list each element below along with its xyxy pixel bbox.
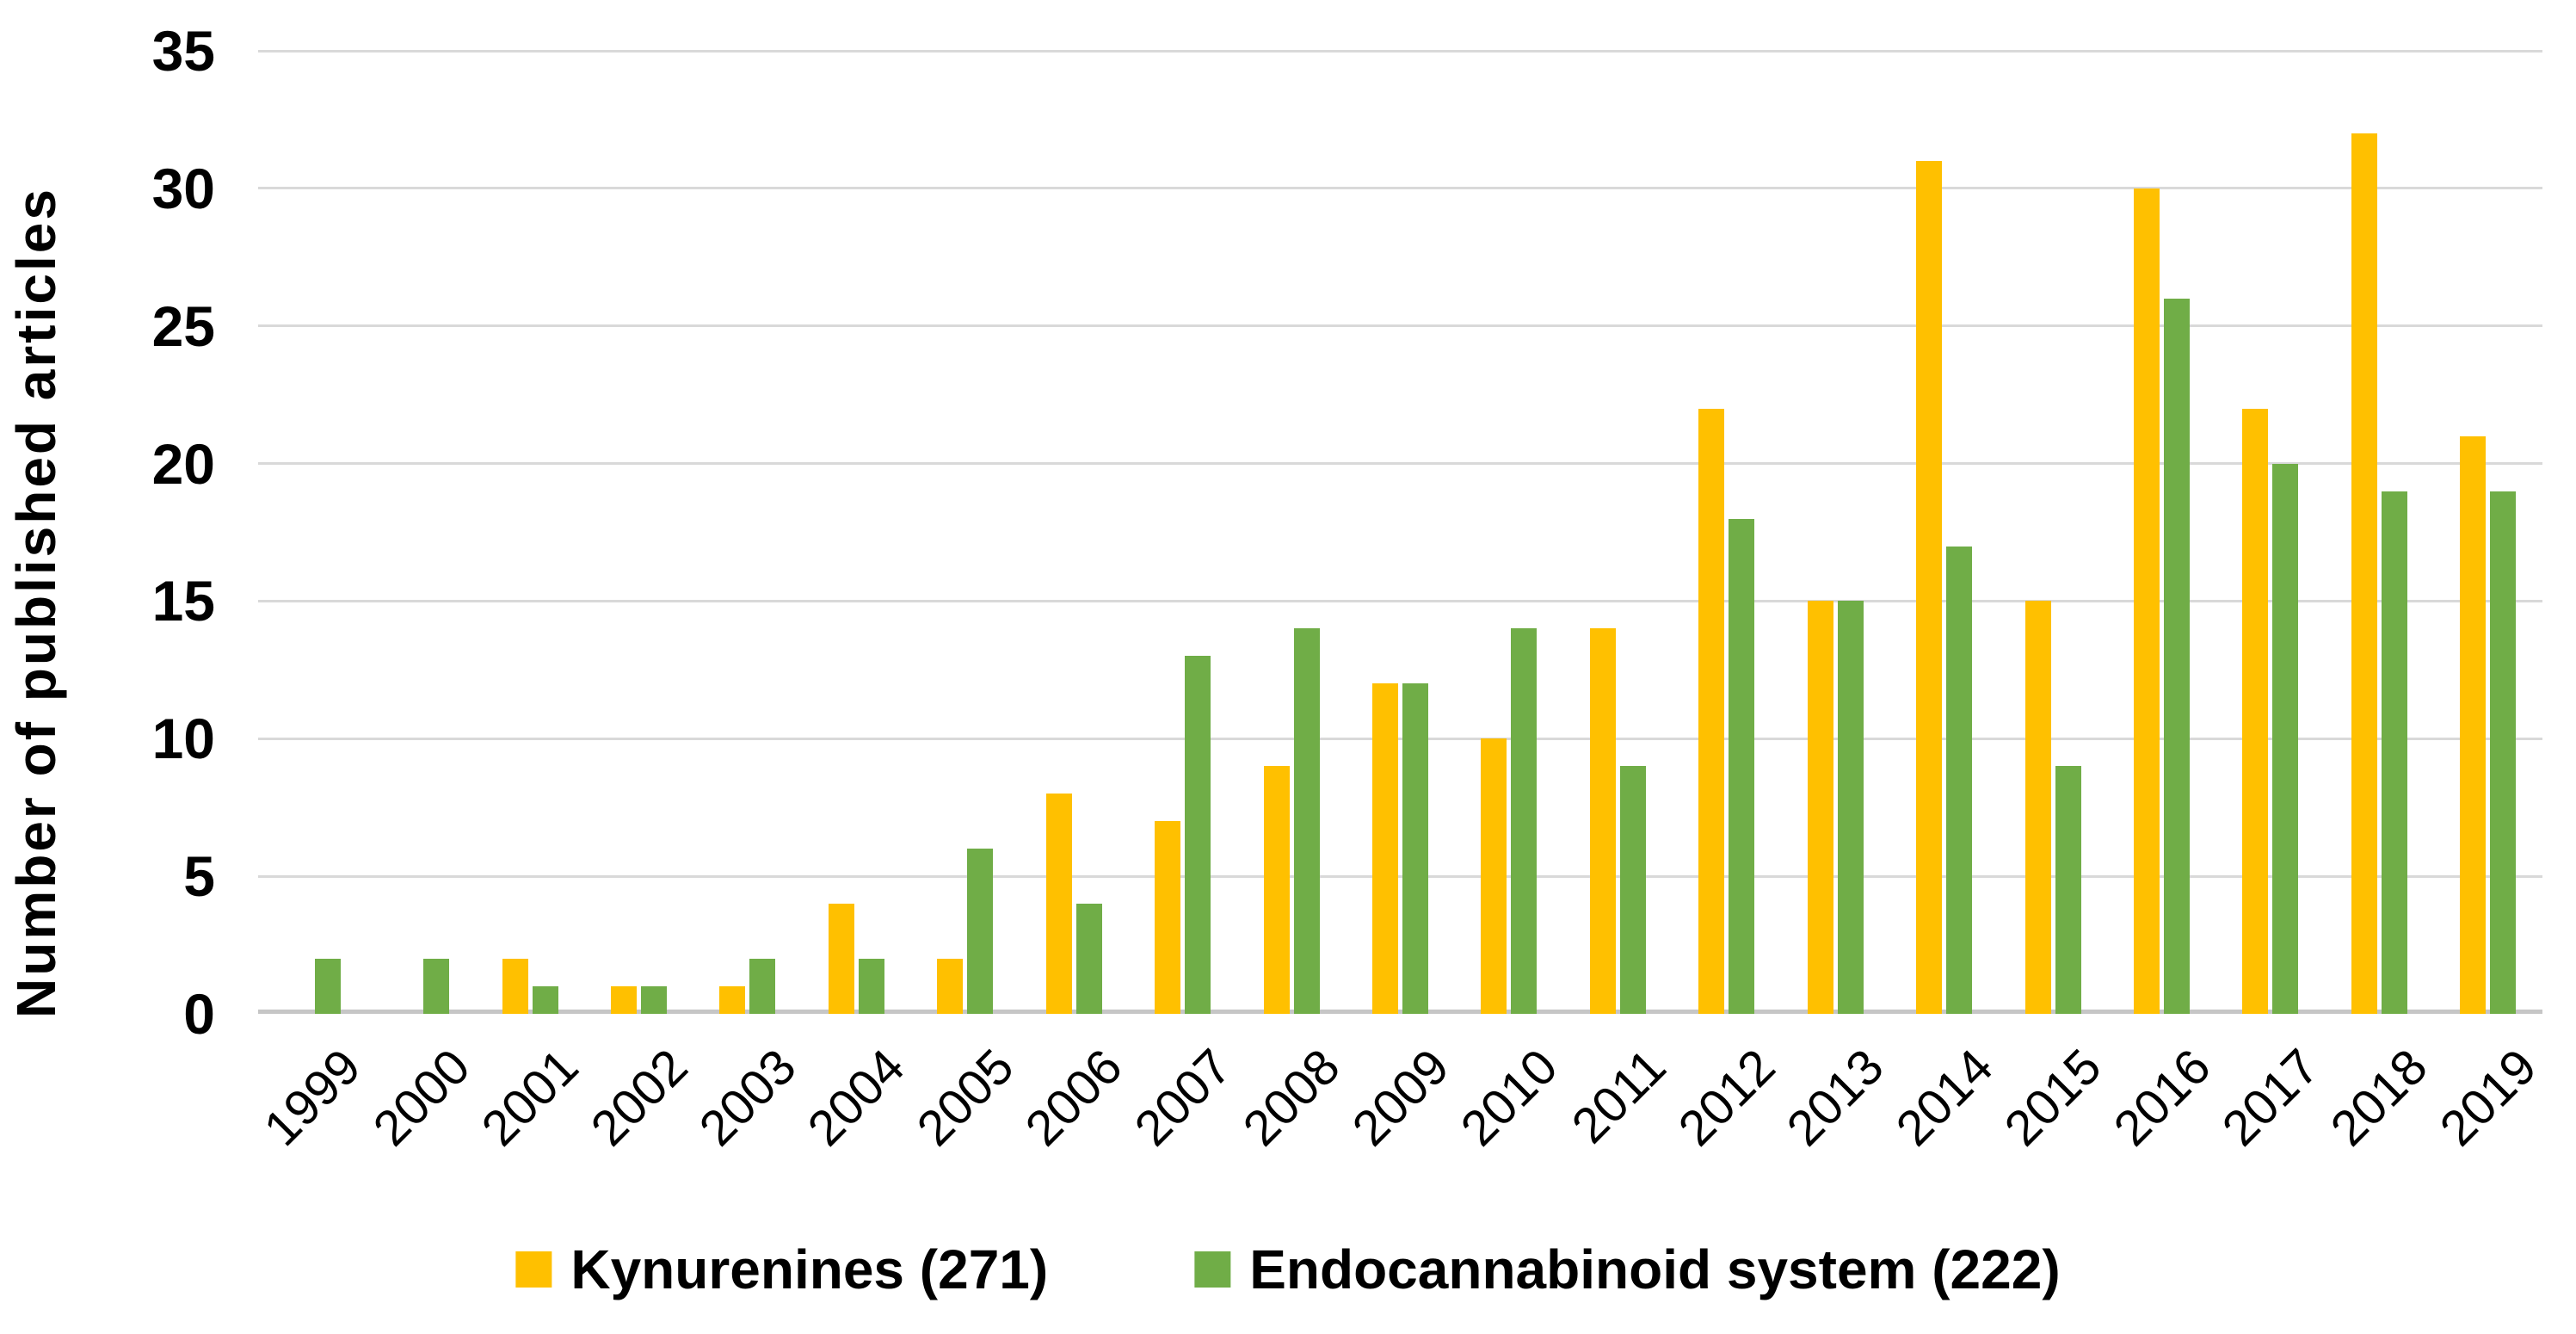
- y-tick-10: 10: [151, 707, 215, 771]
- x-axis-line: [258, 1010, 2542, 1014]
- bar-kynurenines-2001: [502, 959, 528, 1014]
- bar-kynurenines-2011: [1589, 628, 1616, 1014]
- x-label-2018: 2018: [2320, 1038, 2439, 1157]
- gridline-20: [258, 462, 2542, 466]
- gridline-15: [258, 599, 2542, 602]
- legend-swatch-icon: [515, 1251, 552, 1288]
- bar-kynurenines-2004: [828, 904, 854, 1014]
- x-label-2001: 2001: [471, 1038, 589, 1157]
- x-label-2008: 2008: [1232, 1038, 1351, 1157]
- bar-endocannabinoid-2018: [2381, 491, 2407, 1014]
- bar-kynurenines-2013: [1807, 601, 1833, 1014]
- bar-endocannabinoid-1999: [314, 959, 341, 1014]
- plot-area: [258, 49, 2542, 1014]
- bar-kynurenines-2008: [1263, 766, 1290, 1014]
- y-tick-15: 15: [151, 569, 215, 633]
- bar-kynurenines-2003: [719, 986, 746, 1014]
- x-label-2014: 2014: [1885, 1038, 2004, 1157]
- legend-swatch-icon: [1194, 1251, 1231, 1288]
- x-label-2010: 2010: [1450, 1038, 1568, 1157]
- y-tick-25: 25: [151, 293, 215, 358]
- bar-endocannabinoid-2013: [1837, 601, 1864, 1014]
- x-label-2000: 2000: [362, 1038, 481, 1157]
- bar-endocannabinoid-2009: [1402, 683, 1428, 1014]
- gridline-30: [258, 187, 2542, 190]
- bar-endocannabinoid-2017: [2272, 463, 2299, 1014]
- gridline-5: [258, 874, 2542, 878]
- bar-kynurenines-2019: [2460, 435, 2487, 1014]
- x-label-2016: 2016: [2102, 1038, 2222, 1157]
- x-label-2019: 2019: [2429, 1038, 2548, 1157]
- bar-endocannabinoid-2006: [1075, 904, 1102, 1014]
- bar-endocannabinoid-2016: [2164, 298, 2190, 1014]
- x-label-2017: 2017: [2211, 1038, 2330, 1157]
- y-tick-20: 20: [151, 431, 215, 496]
- bar-kynurenines-2002: [611, 986, 637, 1014]
- gridline-10: [258, 737, 2542, 740]
- bar-kynurenines-2009: [1372, 683, 1398, 1014]
- bar-kynurenines-2018: [2351, 133, 2377, 1014]
- legend: Kynurenines (271) Endocannabinoid system …: [515, 1238, 2061, 1301]
- bar-kynurenines-2016: [2134, 188, 2160, 1014]
- bar-endocannabinoid-2008: [1293, 628, 1320, 1014]
- x-label-2003: 2003: [688, 1038, 807, 1157]
- bar-endocannabinoid-2019: [2490, 491, 2517, 1014]
- bar-endocannabinoid-2015: [2055, 766, 2081, 1014]
- x-label-1999: 1999: [253, 1038, 372, 1157]
- bar-endocannabinoid-2012: [1729, 518, 1755, 1014]
- bar-kynurenines-2012: [1698, 408, 1725, 1014]
- bar-endocannabinoid-2002: [641, 986, 667, 1014]
- bar-endocannabinoid-2005: [967, 849, 994, 1014]
- bar-endocannabinoid-2011: [1619, 766, 1646, 1014]
- x-label-2004: 2004: [797, 1038, 916, 1157]
- legend-label: Endocannabinoid system (222): [1249, 1238, 2061, 1300]
- bar-kynurenines-2010: [1481, 738, 1507, 1014]
- x-label-2015: 2015: [1994, 1038, 2112, 1157]
- x-label-2005: 2005: [906, 1038, 1025, 1157]
- x-label-2013: 2013: [1776, 1038, 1895, 1157]
- bar-kynurenines-2017: [2242, 408, 2269, 1014]
- bar-kynurenines-2005: [937, 959, 964, 1014]
- gridline-35: [258, 49, 2542, 52]
- x-label-2002: 2002: [579, 1038, 699, 1157]
- bar-kynurenines-2006: [1045, 794, 1072, 1014]
- y-tick-0: 0: [183, 982, 215, 1046]
- bar-endocannabinoid-2007: [1185, 656, 1211, 1014]
- bar-endocannabinoid-2014: [1946, 546, 1973, 1014]
- bar-kynurenines-2007: [1155, 821, 1181, 1014]
- bar-endocannabinoid-2004: [858, 959, 884, 1014]
- x-label-2007: 2007: [1124, 1038, 1242, 1157]
- bar-endocannabinoid-2010: [1511, 628, 1538, 1014]
- y-tick-35: 35: [151, 19, 215, 83]
- legend-label: Kynurenines (271): [570, 1238, 1049, 1300]
- bar-kynurenines-2015: [2024, 601, 2051, 1014]
- x-label-2006: 2006: [1014, 1038, 1133, 1157]
- y-tick-30: 30: [151, 156, 215, 220]
- gridline-25: [258, 324, 2542, 328]
- bar-endocannabinoid-2003: [749, 959, 776, 1014]
- bar-endocannabinoid-2000: [423, 959, 450, 1014]
- bar-endocannabinoid-2001: [532, 986, 558, 1014]
- legend-item-endocannabinoid: Endocannabinoid system (222): [1194, 1238, 2061, 1301]
- x-label-2012: 2012: [1667, 1038, 1786, 1157]
- legend-item-kynurenines: Kynurenines (271): [515, 1238, 1048, 1301]
- y-tick-5: 5: [183, 844, 215, 909]
- x-label-2011: 2011: [1561, 1038, 1678, 1154]
- bar-kynurenines-2014: [1916, 160, 1943, 1014]
- x-label-2009: 2009: [1340, 1038, 1460, 1157]
